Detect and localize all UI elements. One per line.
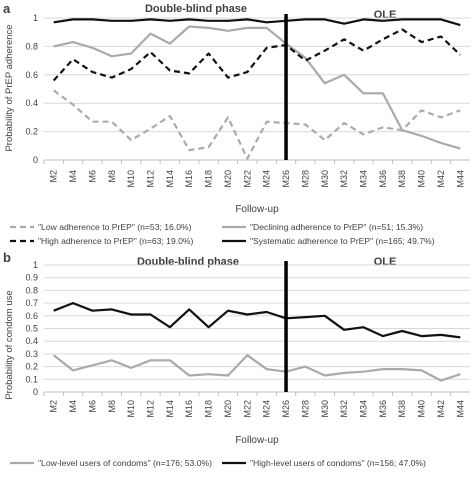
panel-b-xtick-label: M30	[320, 400, 330, 418]
panel-b-xtick-label: M14	[165, 400, 175, 418]
panel-b-xtick-label: M22	[242, 400, 252, 418]
panel-a-legend-label-2: "Declining adherence to PrEP" (n=51; 15.…	[250, 222, 423, 232]
panel-a-xtick-label: M14	[165, 170, 175, 188]
panel-a-series-line-4	[53, 18, 461, 27]
panel-b-ytick-label: 0.5	[25, 324, 38, 334]
panel-b-series-line-1	[53, 354, 461, 382]
panel-a-xtick-label: M44	[455, 170, 465, 188]
panel-b-xtick-label: M10	[126, 400, 136, 418]
panel-b-xtick-label: M16	[184, 400, 194, 418]
panel-a-phase-left: Double-blind phase	[145, 3, 247, 15]
panel-a-xtick-label: M18	[204, 170, 214, 188]
panel-a-series-line-3	[52, 28, 462, 82]
panel-b-ytick-label: 0.8	[25, 285, 38, 295]
panel-a-xtick-label: M2	[49, 170, 59, 183]
panel-a-ytick-label: 0.8	[25, 41, 38, 51]
panel-b-phase-right: OLE	[374, 256, 397, 268]
panel-a-xtick-label: M8	[107, 170, 117, 183]
panel-b-xtick-label: M6	[87, 400, 97, 413]
panel-a-xtick-label: M34	[359, 170, 369, 188]
panel-b-xlabel: Follow-up	[235, 435, 279, 446]
panel-b-xtick-label: M26	[281, 400, 291, 418]
panel-a-xtick-label: M38	[397, 170, 407, 188]
panel-a-xtick-label: M36	[378, 170, 388, 188]
panel-b-ylabel: Probability of condom use	[4, 290, 15, 399]
panel-b-xtick-label: M8	[107, 400, 117, 413]
panel-a-xtick-label: M42	[436, 170, 446, 188]
panel-b-xtick-label: M36	[378, 400, 388, 418]
panel-b-xtick-label: M20	[223, 400, 233, 418]
panel-a-legend-label-4: "Systematic adherence to PrEP" (n=165; 4…	[250, 236, 435, 246]
panel-b-legend-label-2: "High-level users of condoms" (n=156; 47…	[250, 458, 426, 468]
panel-b-xtick-label: M12	[146, 400, 156, 418]
panel-b-xtick-label: M4	[68, 400, 78, 413]
panel-a-ytick-label: 0.2	[25, 127, 38, 137]
panel-a-xtick-label: M16	[184, 170, 194, 188]
panel-b-series-line-2	[53, 302, 461, 339]
panel-a-xtick-label: M6	[87, 170, 97, 183]
panel-b-xtick-label: M38	[397, 400, 407, 418]
panel-a-xtick-label: M22	[242, 170, 252, 188]
panel-a-xtick-label: M20	[223, 170, 233, 188]
panel-a-xtick-label: M40	[417, 170, 427, 188]
panel-a-label: a	[3, 1, 11, 16]
panel-a-xtick-label: M10	[126, 170, 136, 188]
panel-b-xtick-label: M28	[300, 400, 310, 418]
panel-a-xlabel: Follow-up	[235, 204, 279, 215]
panel-a-ytick-label: 1	[33, 13, 38, 23]
panel-a-series-line-1	[53, 89, 461, 160]
panel-b-ytick-label: 0.1	[25, 374, 38, 384]
panel-b-xtick-label: M44	[455, 400, 465, 418]
panel-b-xtick-label: M40	[417, 400, 427, 418]
panel-b-ytick-label: 0.3	[25, 349, 38, 359]
panel-b-ytick-label: 0.9	[25, 273, 38, 283]
panel-a-xtick-label: M32	[339, 170, 349, 188]
panel-b-xtick-label: M24	[262, 400, 272, 418]
panel-b-xtick-label: M34	[359, 400, 369, 418]
panel-a-series-line-2	[53, 25, 461, 150]
panel-a-xtick-label: M28	[300, 170, 310, 188]
panel-a-xtick-label: M30	[320, 170, 330, 188]
panel-b-ytick-label: 0	[33, 387, 38, 397]
panel-b-ytick-label: 1	[33, 260, 38, 270]
panel-b-xtick-label: M32	[339, 400, 349, 418]
panel-b-label: b	[3, 250, 11, 265]
panel-b-xtick-label: M42	[436, 400, 446, 418]
panel-a-xtick-label: M26	[281, 170, 291, 188]
panel-b-ytick-label: 0.4	[25, 336, 38, 346]
panel-b-xtick-label: M2	[49, 400, 59, 413]
panel-a-xtick-label: M24	[262, 170, 272, 188]
panel-b-ytick-label: 0.2	[25, 362, 38, 372]
panel-a-legend-label-1: "Low adherence to PrEP" (n=53; 16.0%)	[38, 222, 192, 232]
panel-b-ytick-label: 0.6	[25, 311, 38, 321]
panel-a-ytick-label: 0.4	[25, 98, 38, 108]
panel-a-ylabel: Probability of PrEP adherence	[4, 24, 15, 151]
panel-a-xtick-label: M4	[68, 170, 78, 183]
panel-b-phase-left: Double-blind phase	[137, 256, 239, 268]
panel-a-xtick-label: M12	[146, 170, 156, 188]
panel-a-ytick-label: 0	[33, 155, 38, 165]
panel-b-legend-label-1: "Low-level users of condoms" (n=176; 53.…	[38, 458, 212, 468]
panel-b-ytick-label: 0.7	[25, 298, 38, 308]
panel-a-ytick-label: 0.6	[25, 70, 38, 80]
panel-a-legend-label-3: "High adherence to PrEP" (n=63; 19.0%)	[38, 236, 194, 246]
panel-b-xtick-label: M18	[204, 400, 214, 418]
